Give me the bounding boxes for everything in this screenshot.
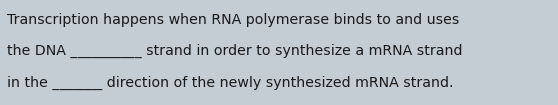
Text: the DNA __________ strand in order to synthesize a mRNA strand: the DNA __________ strand in order to sy… [7, 44, 463, 58]
Text: Transcription happens when RNA polymerase binds to and uses: Transcription happens when RNA polymeras… [7, 13, 460, 27]
Text: in the _______ direction of the newly synthesized mRNA strand.: in the _______ direction of the newly sy… [7, 76, 454, 90]
